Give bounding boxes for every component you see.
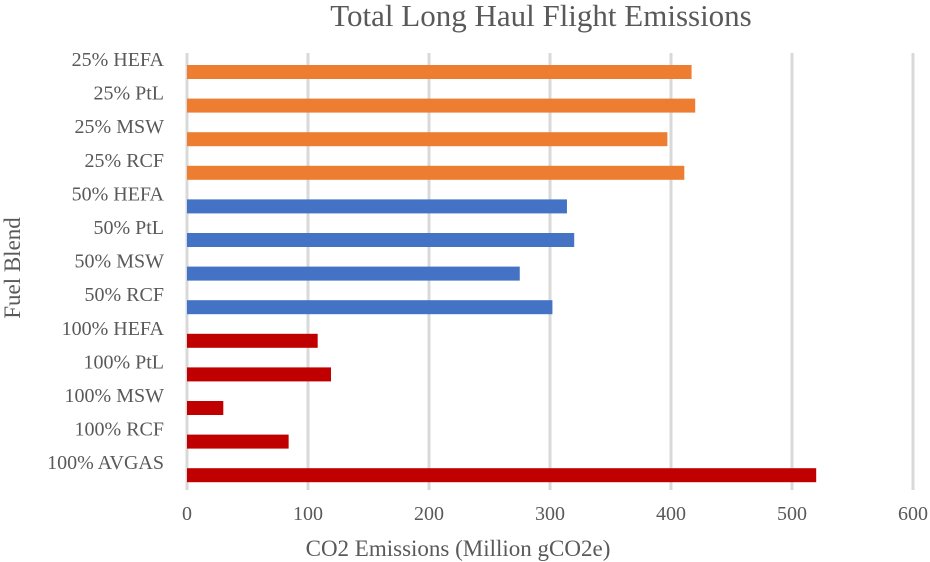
bar-25-hefa [187,65,692,79]
bar-100-rcf [187,434,289,449]
category-label: 100% RCF [75,419,164,441]
category-label: 25% RCF [85,150,164,172]
x-tick-label-100: 100 [293,503,323,525]
x-tick-label-200: 200 [414,503,444,525]
bar-50-hefa [187,199,567,214]
x-tick-label-600: 600 [898,503,928,525]
category-label: 25% MSW [75,116,165,138]
category-label: 25% HEFA [72,49,165,71]
bar-100-msw [187,401,224,415]
bar-25-msw [187,132,668,147]
bar-50-msw [187,266,520,281]
category-label: 50% RCF [85,284,164,306]
x-tick-labels: 0 100 200 300 400 500 600 [182,503,928,525]
bar-100-ptl [187,367,331,382]
x-tick-label-300: 300 [535,503,565,525]
bar-100-hefa [187,333,318,348]
chart-title: Total Long Haul Flight Emissions [330,0,752,33]
category-label: 50% MSW [75,251,165,273]
bar-25-rcf [187,165,685,180]
category-label: 100% HEFA [62,318,165,340]
x-tick-label-400: 400 [656,503,686,525]
bar-50-ptl [187,233,575,247]
category-label: 25% PtL [93,83,164,105]
x-axis-title: CO2 Emissions (Million gCO2e) [306,536,611,561]
category-label: 50% HEFA [72,183,165,205]
category-label: 100% PtL [83,351,164,373]
category-labels: 25% HEFA 25% PtL 25% MSW 25% RCF 50% HEFA 50%… [47,49,164,474]
category-label: 100% MSW [65,385,165,407]
bar-100-avgas [187,468,817,483]
category-label: 50% PtL [93,217,164,239]
x-tick-label-0: 0 [182,503,192,525]
y-axis-title: Fuel Blend [0,217,25,319]
bars [187,65,817,483]
bar-50-rcf [187,300,553,315]
category-label: 100% AVGAS [47,452,164,474]
bar-25-ptl [187,98,696,113]
x-tick-label-500: 500 [777,503,807,525]
